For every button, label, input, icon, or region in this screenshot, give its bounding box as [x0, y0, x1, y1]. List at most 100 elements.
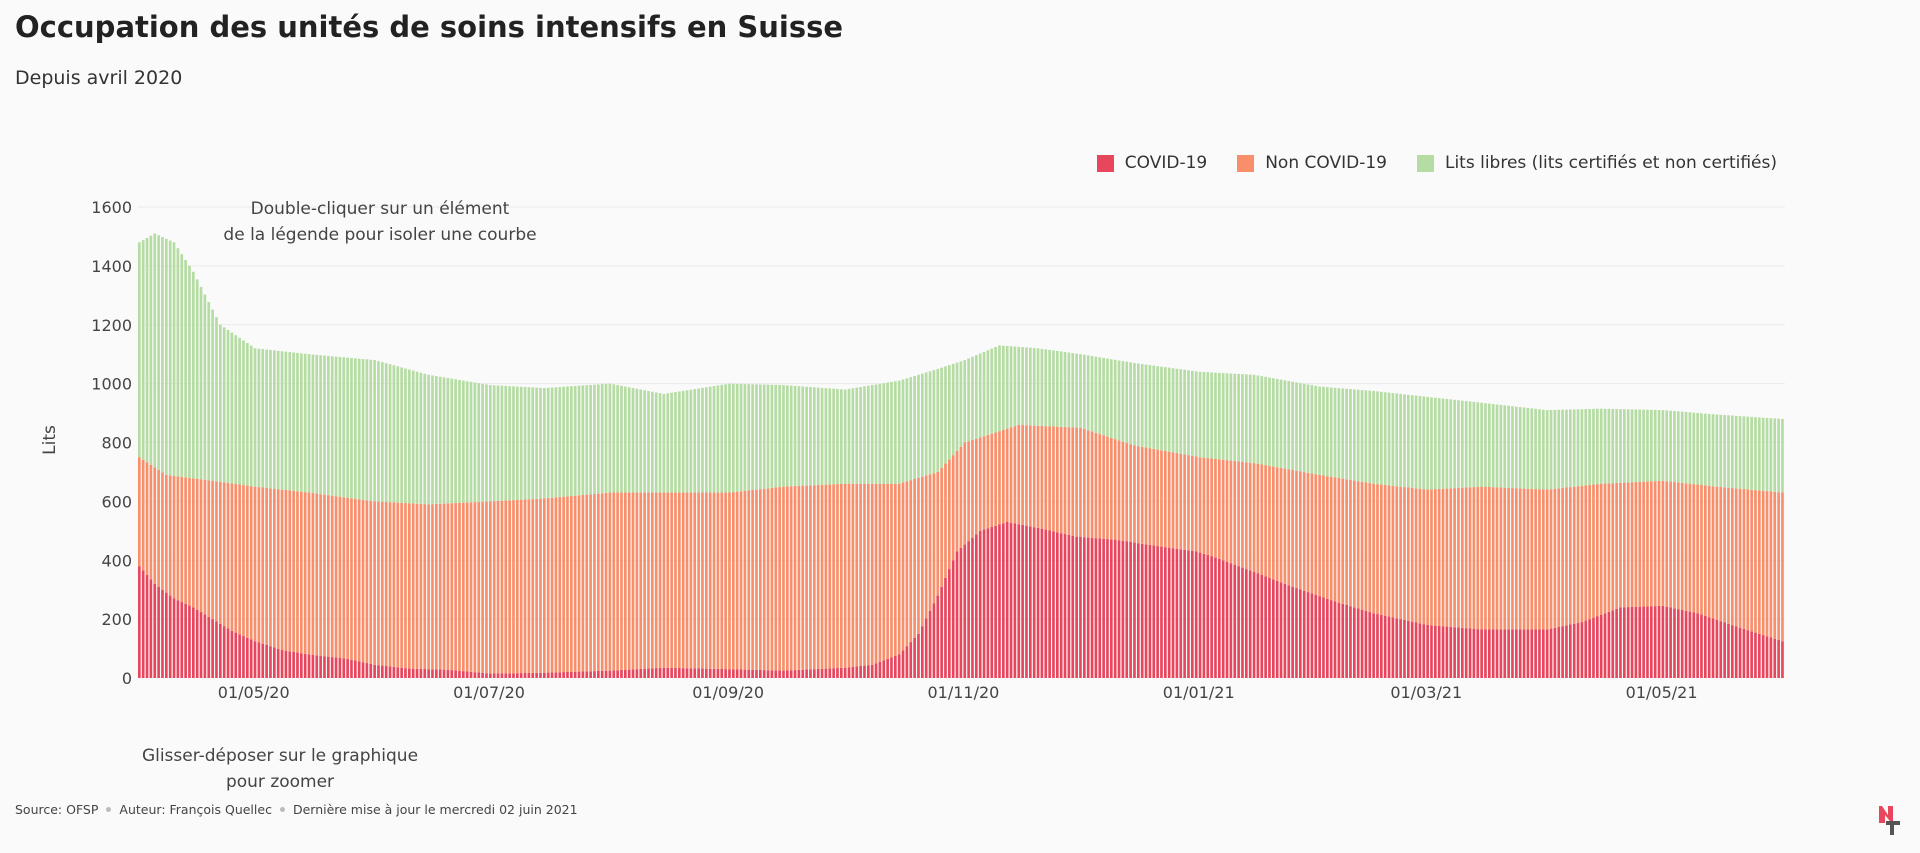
- bar-noncovid[interactable]: [350, 498, 353, 660]
- bar-free[interactable]: [739, 383, 743, 492]
- bar-covid[interactable]: [1626, 607, 1630, 678]
- bar-covid[interactable]: [1167, 547, 1171, 678]
- bar-noncovid[interactable]: [1538, 489, 1541, 630]
- bar-covid[interactable]: [1283, 583, 1287, 678]
- bar-covid[interactable]: [527, 672, 531, 678]
- bar-free[interactable]: [361, 359, 365, 500]
- bar-noncovid[interactable]: [1137, 446, 1140, 544]
- bar-noncovid[interactable]: [562, 496, 565, 673]
- bar-covid[interactable]: [273, 647, 276, 678]
- bar-noncovid[interactable]: [342, 497, 346, 659]
- bar-noncovid[interactable]: [1299, 471, 1302, 590]
- bar-free[interactable]: [411, 370, 415, 504]
- bar-noncovid[interactable]: [292, 490, 295, 652]
- bar-free[interactable]: [1723, 415, 1726, 488]
- bar-noncovid[interactable]: [1758, 490, 1761, 634]
- bar-covid[interactable]: [1129, 542, 1132, 678]
- bar-free[interactable]: [577, 385, 581, 496]
- bar-free[interactable]: [1106, 358, 1109, 437]
- bar-noncovid[interactable]: [1310, 473, 1314, 594]
- bar-free[interactable]: [1144, 364, 1148, 448]
- bar-noncovid[interactable]: [1484, 486, 1487, 630]
- bar-covid[interactable]: [373, 664, 376, 678]
- bar-free[interactable]: [330, 356, 334, 496]
- bar-noncovid[interactable]: [905, 481, 909, 647]
- bar-noncovid[interactable]: [1368, 483, 1372, 613]
- bar-free[interactable]: [828, 388, 832, 485]
- bar-noncovid[interactable]: [1106, 436, 1109, 540]
- bar-free[interactable]: [489, 385, 492, 502]
- bar-covid[interactable]: [1113, 539, 1117, 678]
- bar-noncovid[interactable]: [1657, 480, 1661, 607]
- bar-free[interactable]: [219, 324, 222, 482]
- bar-noncovid[interactable]: [1723, 487, 1726, 623]
- bar-covid[interactable]: [450, 670, 454, 678]
- bar-free[interactable]: [1360, 390, 1364, 482]
- bar-covid[interactable]: [219, 623, 222, 678]
- bar-covid[interactable]: [1248, 570, 1252, 678]
- bar-free[interactable]: [681, 390, 685, 493]
- bar-covid[interactable]: [404, 668, 407, 678]
- bar-free[interactable]: [1491, 404, 1495, 488]
- bar-noncovid[interactable]: [1592, 484, 1595, 618]
- bar-covid[interactable]: [1086, 537, 1090, 678]
- bar-covid[interactable]: [1059, 533, 1063, 678]
- bar-free[interactable]: [334, 356, 338, 497]
- bar-covid[interactable]: [1553, 627, 1557, 678]
- bar-free[interactable]: [743, 384, 747, 491]
- bar-noncovid[interactable]: [874, 483, 878, 664]
- bar-noncovid[interactable]: [330, 495, 334, 658]
- bar-covid[interactable]: [855, 666, 859, 678]
- bar-free[interactable]: [805, 386, 808, 486]
- bar-free[interactable]: [1480, 402, 1483, 487]
- bar-noncovid[interactable]: [1441, 488, 1445, 627]
- bar-covid[interactable]: [1634, 606, 1638, 678]
- bar-covid[interactable]: [697, 668, 700, 678]
- bar-free[interactable]: [280, 351, 284, 490]
- bar-free[interactable]: [554, 387, 558, 498]
- bar-noncovid[interactable]: [1391, 485, 1395, 618]
- bar-covid[interactable]: [724, 669, 727, 678]
- bar-free[interactable]: [1642, 409, 1645, 482]
- bar-noncovid[interactable]: [550, 497, 554, 673]
- bar-free[interactable]: [145, 237, 149, 463]
- bar-free[interactable]: [465, 381, 469, 503]
- bar-free[interactable]: [1441, 398, 1445, 489]
- bar-covid[interactable]: [824, 668, 828, 678]
- bar-covid[interactable]: [735, 669, 739, 678]
- bar-covid[interactable]: [230, 630, 234, 678]
- bar-noncovid[interactable]: [1773, 491, 1777, 639]
- bar-free[interactable]: [1538, 409, 1541, 490]
- bar-noncovid[interactable]: [847, 483, 851, 668]
- bar-noncovid[interactable]: [246, 485, 249, 638]
- bar-free[interactable]: [967, 358, 970, 442]
- bar-covid[interactable]: [1356, 608, 1360, 678]
- bar-free[interactable]: [303, 353, 307, 493]
- bar-noncovid[interactable]: [1252, 463, 1256, 573]
- bar-noncovid[interactable]: [1102, 435, 1105, 539]
- bar-free[interactable]: [450, 378, 454, 504]
- bar-noncovid[interactable]: [1634, 482, 1638, 607]
- bar-free[interactable]: [342, 357, 346, 498]
- bar-noncovid[interactable]: [1680, 482, 1684, 610]
- bar-noncovid[interactable]: [1191, 455, 1194, 551]
- bar-covid[interactable]: [481, 672, 484, 678]
- bar-covid[interactable]: [797, 669, 801, 678]
- bar-covid[interactable]: [1275, 580, 1279, 678]
- bar-noncovid[interactable]: [195, 478, 199, 610]
- bar-covid[interactable]: [354, 660, 357, 678]
- bar-noncovid[interactable]: [1588, 484, 1591, 620]
- bar-noncovid[interactable]: [774, 487, 778, 671]
- bar-covid[interactable]: [1391, 617, 1395, 678]
- legend-item-noncovid[interactable]: Non COVID-19: [1237, 153, 1387, 173]
- bar-covid[interactable]: [716, 668, 720, 678]
- bar-free[interactable]: [1403, 394, 1406, 488]
- bar-noncovid[interactable]: [832, 484, 835, 669]
- bar-free[interactable]: [1669, 410, 1672, 482]
- bar-covid[interactable]: [674, 667, 677, 678]
- bar-free[interactable]: [1484, 403, 1487, 487]
- bar-covid[interactable]: [1306, 592, 1310, 678]
- bar-free[interactable]: [365, 359, 369, 501]
- bar-free[interactable]: [396, 366, 400, 503]
- bar-covid[interactable]: [1653, 606, 1657, 678]
